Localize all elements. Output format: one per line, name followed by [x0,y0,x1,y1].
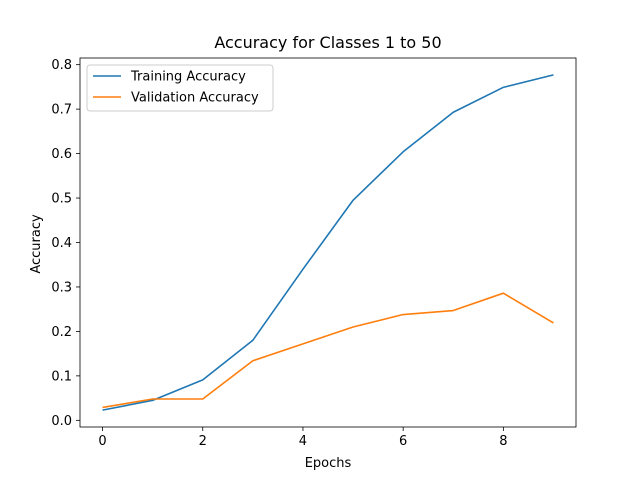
y-tick-label: 0.6 [51,147,72,162]
y-tick-label: 0.4 [51,236,72,251]
series-layer [102,74,554,411]
chart-title: Accuracy for Classes 1 to 50 [214,33,441,52]
y-tick-label: 0.3 [51,280,72,295]
y-axis-label: Accuracy [29,214,44,274]
x-tick-label: 8 [499,434,507,449]
y-tick-label: 0.1 [51,369,72,384]
plot-frame [79,57,577,428]
x-tick-label: 0 [98,434,106,449]
legend: Training Accuracy Validation Accuracy [86,64,274,112]
y-tick-label: 0.7 [51,103,72,118]
plot-area [79,57,577,428]
legend-box [86,64,274,112]
x-tick-label: 6 [399,434,407,449]
x-axis-ticks: 0 2 4 6 8 [98,427,507,449]
y-axis-ticks: 0.0 0.1 0.2 0.3 0.4 0.5 0.6 0.7 0.8 [51,58,80,429]
y-tick-label: 0.2 [51,325,72,340]
legend-label: Training Accuracy [130,70,246,85]
y-tick-label: 0.0 [51,414,72,429]
x-axis-label: Epochs [305,456,352,471]
y-tick-label: 0.8 [51,58,72,73]
x-tick-label: 2 [199,434,207,449]
series-line-training [102,74,554,411]
series-line-validation [102,292,554,409]
legend-label: Validation Accuracy [131,91,259,106]
x-tick-label: 4 [299,434,307,449]
y-tick-label: 0.5 [51,192,72,207]
